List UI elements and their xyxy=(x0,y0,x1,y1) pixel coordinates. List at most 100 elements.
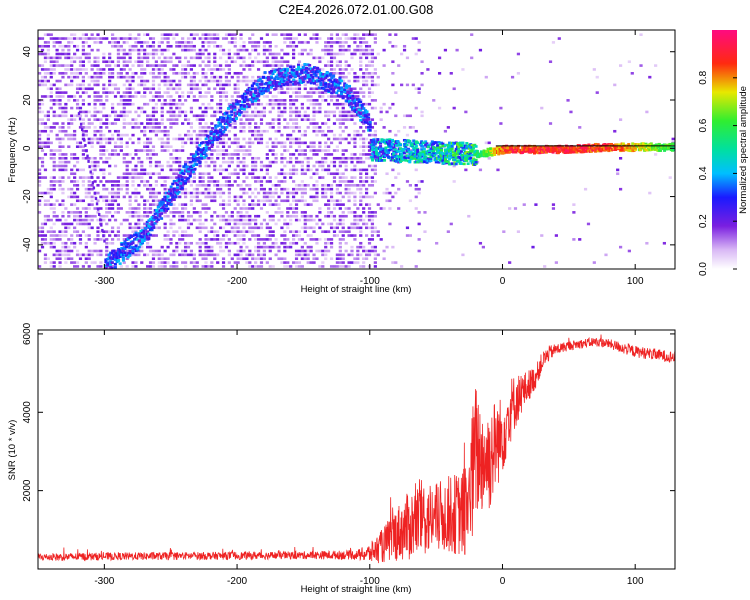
heatmap-cell xyxy=(417,187,421,191)
heatmap-cell xyxy=(385,245,389,249)
heatmap-cell xyxy=(265,33,269,36)
heatmap-cell xyxy=(315,126,319,129)
heatmap-cell xyxy=(297,75,302,79)
heatmap-cell xyxy=(359,265,363,268)
heatmap-cell xyxy=(110,83,115,87)
heatmap-cell xyxy=(46,52,50,56)
heatmap-cell xyxy=(373,72,377,75)
heatmap-cell xyxy=(70,222,74,226)
heatmap-cell xyxy=(236,52,240,56)
heatmap-cell xyxy=(204,141,208,144)
heatmap-cell xyxy=(143,253,147,257)
heatmap-cell xyxy=(189,153,194,156)
heatmap-cell xyxy=(400,83,404,87)
heatmap-cell xyxy=(146,141,150,145)
heatmap-cell xyxy=(201,207,205,210)
heatmap-cell xyxy=(268,52,272,56)
heatmap-cell xyxy=(315,87,319,91)
heatmap-cell xyxy=(595,91,599,94)
heatmap-cell xyxy=(259,129,264,133)
heatmap-cell xyxy=(274,199,278,203)
heatmap-cell xyxy=(318,238,322,241)
heatmap-cell xyxy=(239,118,243,121)
heatmap-cell xyxy=(160,37,164,40)
heatmap-cell xyxy=(110,214,115,218)
heatmap-cell xyxy=(61,191,65,195)
heatmap-cell xyxy=(266,84,270,88)
heatmap-cell xyxy=(283,261,287,264)
heatmap-cell xyxy=(217,134,221,137)
heatmap-cell xyxy=(119,110,123,114)
heatmap-cell xyxy=(61,245,65,249)
heatmap-cell xyxy=(335,257,339,261)
heatmap-cell xyxy=(332,176,337,179)
heatmap-cell xyxy=(247,86,251,90)
heatmap-cell xyxy=(359,145,363,148)
heatmap-cell xyxy=(137,235,141,238)
heatmap-cell xyxy=(312,66,316,70)
heatmap-cell xyxy=(242,68,246,71)
heatmap-cell xyxy=(67,52,71,56)
heatmap-cell xyxy=(245,184,249,187)
heatmap-cell xyxy=(370,168,375,172)
heatmap-cell xyxy=(341,153,345,156)
heatmap-cell xyxy=(246,91,250,95)
heatmap-cell xyxy=(203,147,207,150)
heatmap-cell xyxy=(183,179,187,183)
heatmap-cell xyxy=(423,211,427,214)
heatmap-cell xyxy=(239,234,243,237)
heatmap-cell xyxy=(259,102,264,106)
heatmap-cell xyxy=(262,75,266,79)
heatmap-cell xyxy=(315,187,319,191)
heatmap-cell xyxy=(300,69,304,72)
heatmap-cell xyxy=(148,52,153,56)
heatmap-cell xyxy=(321,99,325,102)
heatmap-cell xyxy=(81,79,85,83)
heatmap-cell xyxy=(332,149,337,152)
heatmap-cell xyxy=(201,253,205,257)
heatmap-cell xyxy=(268,226,272,230)
heatmap-cell xyxy=(166,234,170,237)
heatmap-cell xyxy=(251,156,255,160)
heatmap-cell xyxy=(189,122,194,125)
heatmap-cell xyxy=(99,99,103,102)
heatmap-cell xyxy=(61,37,65,40)
heatmap-cell xyxy=(210,218,214,222)
heatmap-cell xyxy=(248,118,252,121)
heatmap-cell xyxy=(163,180,167,183)
heatmap-cell xyxy=(40,110,45,114)
heatmap-cell xyxy=(75,195,80,199)
heatmap-cell xyxy=(160,176,164,179)
heatmap-cell xyxy=(169,222,173,226)
heatmap-cell xyxy=(306,106,310,110)
heatmap-cell xyxy=(151,187,156,191)
heatmap-cell xyxy=(201,152,205,156)
heatmap-cell xyxy=(207,44,211,48)
heatmap-cell xyxy=(332,133,337,137)
heatmap-cell xyxy=(370,218,375,222)
heatmap-cell xyxy=(487,156,491,160)
heatmap-cell xyxy=(177,180,181,183)
heatmap-cell xyxy=(221,145,226,148)
heatmap-cell xyxy=(117,253,121,256)
heatmap-cell xyxy=(52,265,56,268)
heatmap-cell xyxy=(87,234,91,237)
heatmap-cell xyxy=(221,68,226,71)
heatmap-cell xyxy=(58,37,62,40)
heatmap-cell xyxy=(297,199,302,203)
heatmap-cell xyxy=(394,33,398,36)
heatmap-cell xyxy=(55,122,59,125)
heatmap-cell xyxy=(151,199,156,203)
heatmap-cell xyxy=(350,168,354,172)
heatmap-cell xyxy=(210,245,214,249)
heatmap-cell xyxy=(297,238,302,241)
heatmap-cell xyxy=(160,257,164,261)
heatmap-cell xyxy=(289,75,293,79)
heatmap-cell xyxy=(58,184,62,187)
heatmap-cell xyxy=(67,145,71,148)
heatmap-cell xyxy=(164,198,168,201)
heatmap-cell xyxy=(146,207,150,210)
heatmap-cell xyxy=(163,257,167,261)
heatmap-cell xyxy=(78,106,83,110)
heatmap-cell xyxy=(293,74,297,77)
